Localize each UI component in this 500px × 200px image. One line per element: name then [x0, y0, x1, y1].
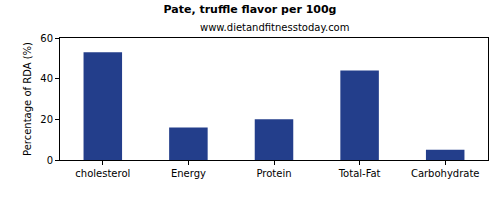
svg-text:Carbohydrate: Carbohydrate — [411, 168, 480, 179]
svg-text:40: 40 — [40, 73, 53, 84]
svg-text:www.dietandfitnesstoday.com: www.dietandfitnesstoday.com — [200, 22, 349, 33]
svg-text:20: 20 — [40, 114, 53, 125]
svg-text:0: 0 — [47, 155, 53, 166]
svg-text:Pate, truffle flavor per 100g: Pate, truffle flavor per 100g — [164, 3, 337, 16]
svg-text:60: 60 — [40, 33, 53, 44]
svg-text:Energy: Energy — [171, 168, 206, 179]
svg-text:Percentage of RDA (%): Percentage of RDA (%) — [22, 42, 33, 156]
svg-text:cholesterol: cholesterol — [75, 168, 130, 179]
svg-text:Protein: Protein — [256, 168, 291, 179]
svg-text:Total-Fat: Total-Fat — [338, 168, 381, 179]
